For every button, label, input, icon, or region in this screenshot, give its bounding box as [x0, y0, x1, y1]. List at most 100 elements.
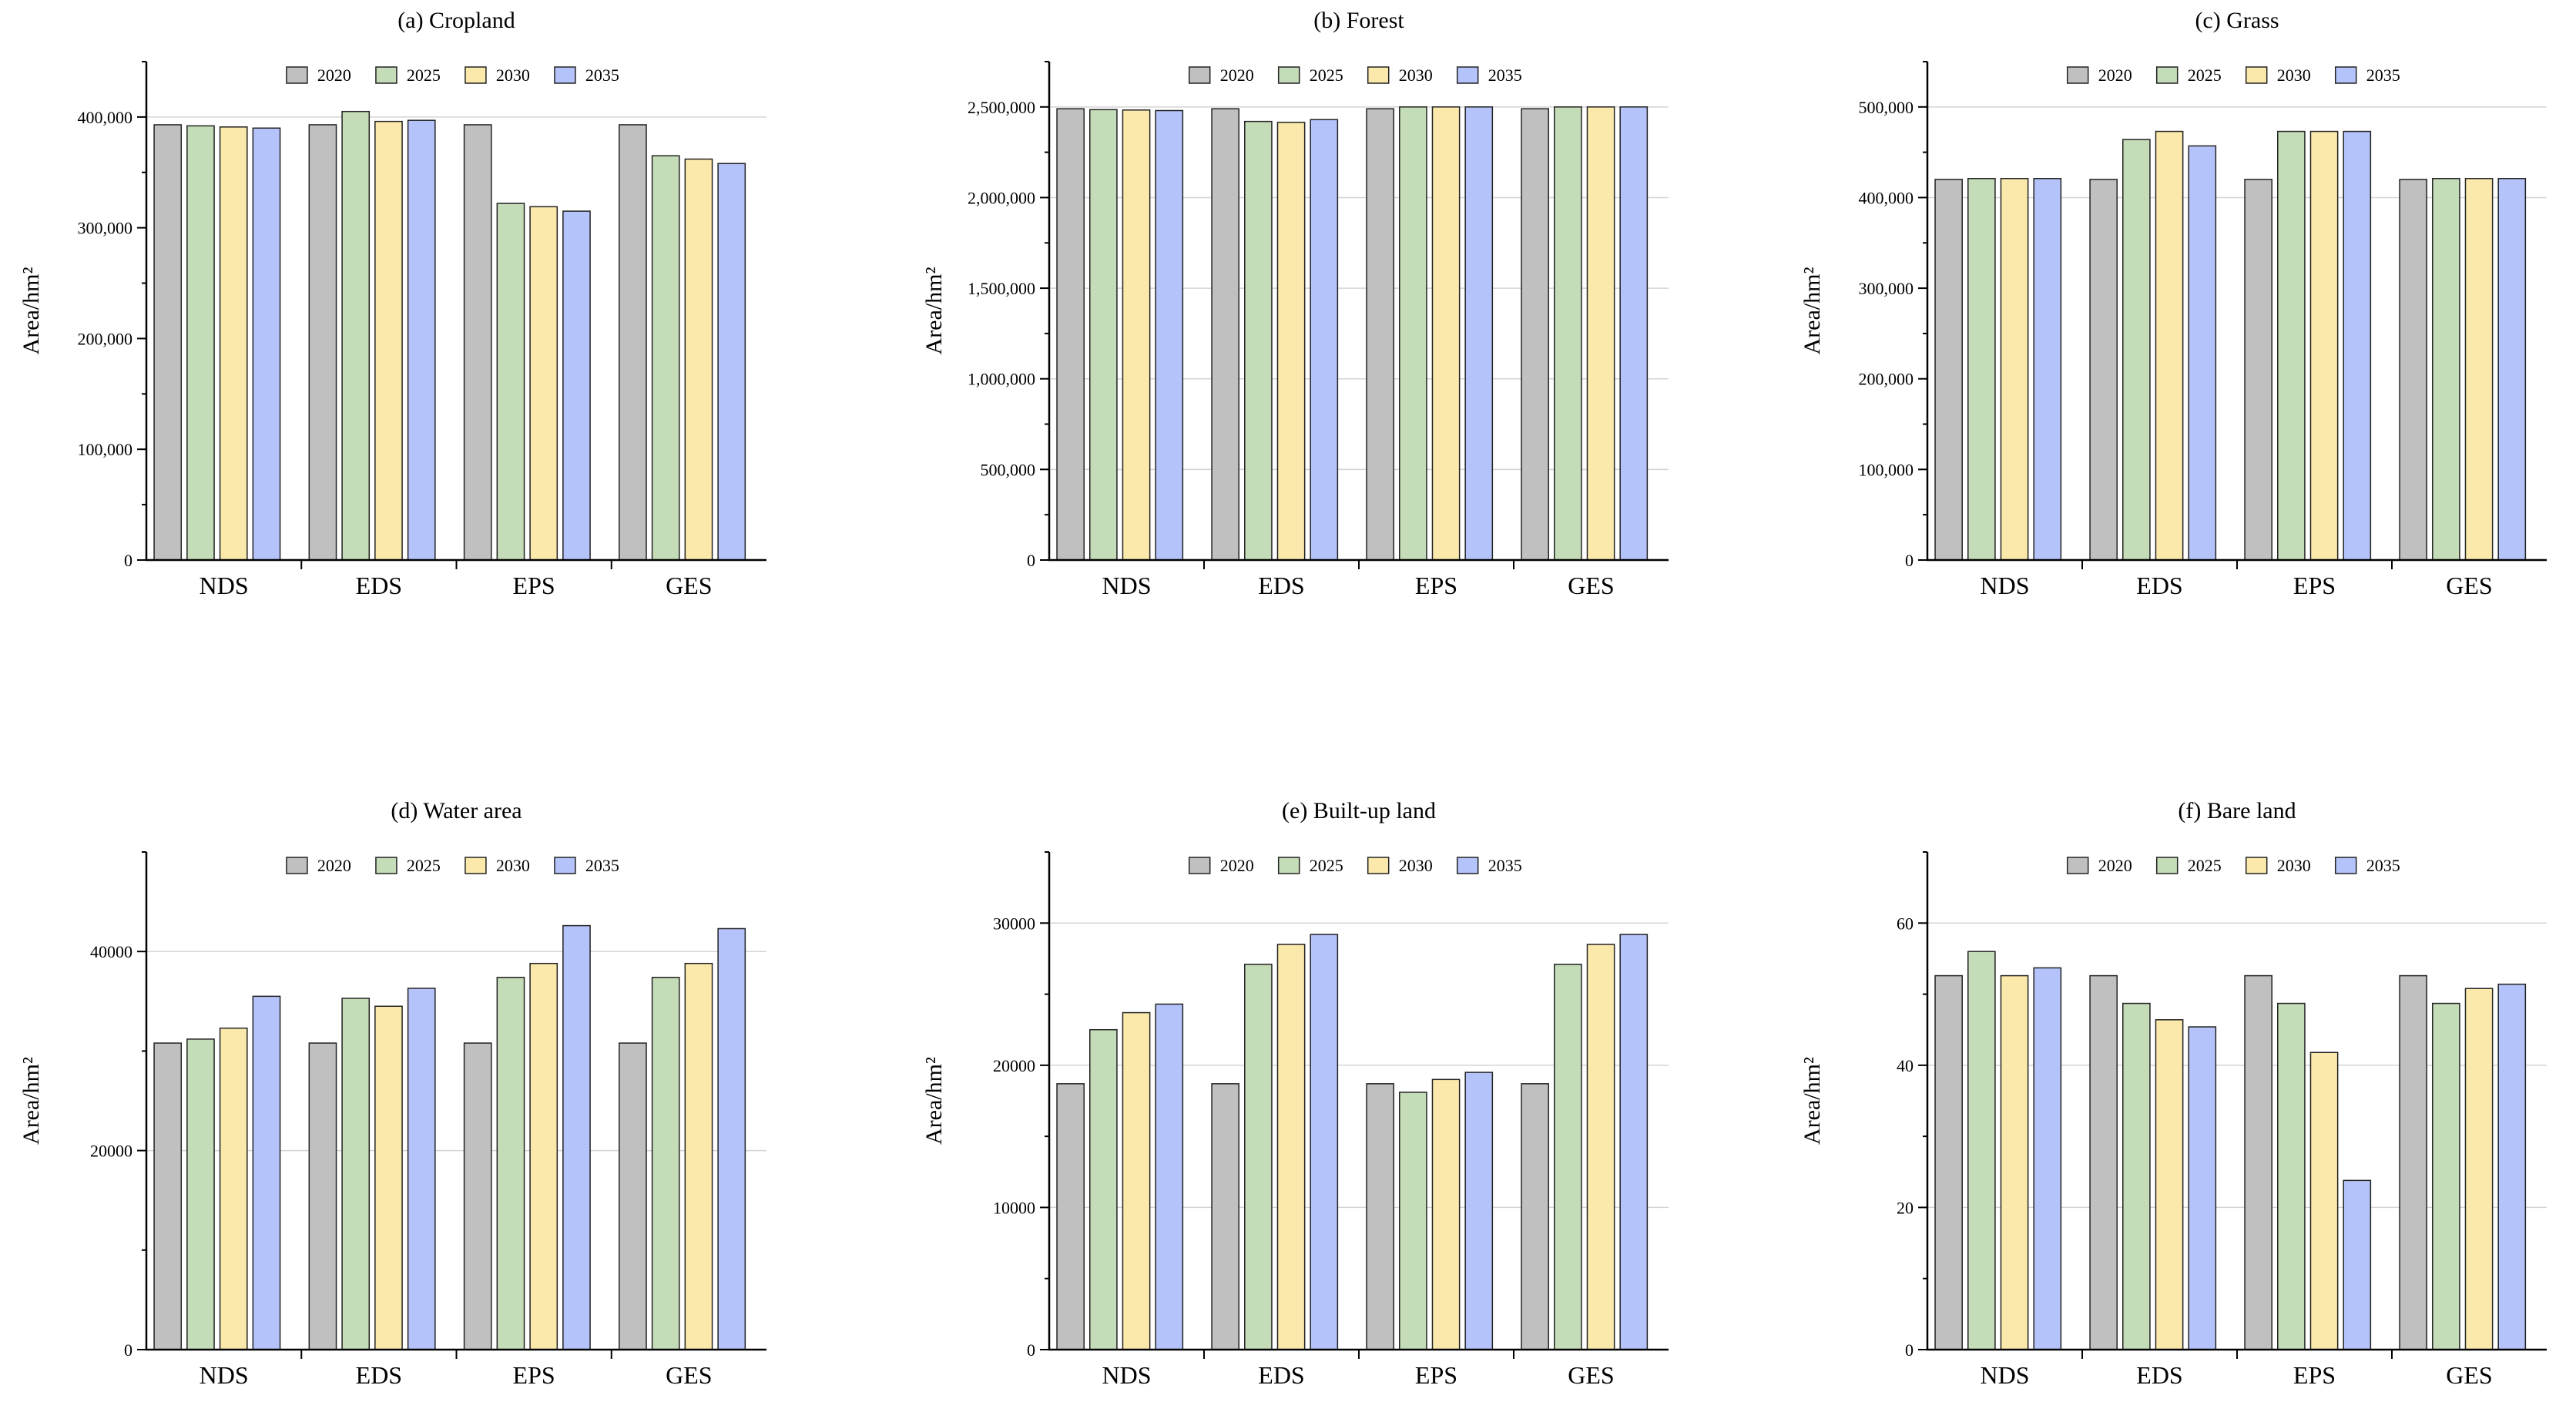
bar-eds-2035 [2188, 1026, 2217, 1350]
bar-nds-2035 [252, 127, 281, 561]
x-category-label: GES [666, 1361, 712, 1389]
chart-panel: (a) Cropland Area/hm² 0 100,000 200,000 300,0… [18, 8, 766, 599]
legend-swatch-2020 [1188, 857, 1211, 874]
chart-panel: (e) Built-up land Area/hm² 0 10000 20000 3000… [921, 798, 1669, 1389]
legend-label: 2020 [317, 856, 351, 875]
legend-swatch-2025 [2155, 857, 2179, 874]
legend-swatch-2035 [554, 66, 576, 84]
bar-ges-2035 [2497, 178, 2527, 561]
bar-eps-2035 [2343, 1179, 2372, 1350]
x-category-label: EDS [1258, 1361, 1304, 1389]
y-tick-label: 0 [1027, 551, 1035, 570]
bar-ges-2020 [619, 124, 647, 561]
bar-ges-2035 [717, 927, 746, 1350]
x-category-label: EDS [356, 572, 402, 599]
bar-eds-2025 [341, 110, 371, 561]
bar-ges-2025 [1554, 106, 1582, 561]
bar-nds-2025 [186, 1038, 215, 1350]
legend-label: 2025 [407, 856, 441, 875]
y-axis-label: Area/hm² [18, 1057, 44, 1145]
y-tick-label: 400,000 [1859, 188, 1914, 207]
bar-eds-2030 [1276, 122, 1306, 561]
bar-ges-2020 [1521, 108, 1549, 561]
bar-nds-2030 [219, 1027, 248, 1350]
bar-eds-2020 [2089, 974, 2118, 1350]
bar-eds-2025 [2122, 1002, 2151, 1350]
bar-nds-2030 [219, 126, 248, 561]
legend-label: 2030 [2277, 65, 2311, 85]
legend-swatch-2035 [2334, 857, 2357, 874]
bar-ges-2030 [2464, 178, 2494, 561]
bar-nds-2020 [153, 1042, 183, 1350]
legend-label: 2030 [496, 856, 530, 875]
bar-ges-2030 [684, 962, 713, 1350]
bar-nds-2035 [2033, 967, 2062, 1350]
y-tick-label: 300,000 [1859, 279, 1914, 298]
legend-label: 2025 [1310, 65, 1343, 85]
chart-title: (d) Water area [391, 798, 522, 823]
legend-label: 2035 [585, 65, 619, 85]
y-tick-label: 1,500,000 [968, 279, 1035, 298]
y-tick-label: 2,000,000 [968, 188, 1035, 207]
y-axis-label: Area/hm² [921, 1057, 947, 1145]
bar-ges-2030 [2464, 988, 2494, 1350]
chart-title: (c) Grass [2195, 8, 2279, 33]
bar-nds-2025 [1967, 951, 1996, 1350]
chart-title: (a) Cropland [397, 8, 515, 33]
legend-swatch-2025 [375, 857, 397, 874]
legend-swatch-2035 [2334, 66, 2357, 84]
x-category-label: EDS [2136, 572, 2182, 599]
bar-ges-2035 [717, 163, 746, 561]
bar-eds-2020 [308, 1042, 337, 1350]
bar-ges-2030 [1586, 106, 1615, 561]
bar-eps-2035 [562, 924, 591, 1350]
y-tick-label: 10000 [993, 1198, 1035, 1217]
bar-ges-2035 [1619, 934, 1649, 1350]
y-tick-label: 40 [1897, 1056, 1914, 1075]
legend-label: 2020 [1220, 856, 1254, 875]
bar-nds-2020 [153, 124, 183, 561]
bar-nds-2025 [1089, 109, 1118, 561]
bar-eds-2035 [1310, 934, 1339, 1350]
bar-eds-2025 [341, 998, 371, 1350]
bar-nds-2025 [1089, 1028, 1118, 1350]
legend-label: 2025 [2188, 856, 2222, 875]
legend-swatch-2025 [2155, 66, 2179, 84]
x-category-label: EDS [356, 1361, 402, 1389]
bar-eds-2030 [1276, 944, 1306, 1350]
bar-ges-2030 [684, 158, 713, 561]
chart-title: (f) Bare land [2178, 798, 2296, 823]
x-category-label: NDS [1980, 572, 2029, 599]
y-tick-label: 100,000 [78, 440, 133, 459]
bar-eps-2020 [1366, 108, 1394, 561]
bar-eds-2030 [2155, 1019, 2184, 1350]
x-category-label: NDS [1102, 572, 1151, 599]
legend-label: 2035 [1488, 856, 1522, 875]
x-category-label: GES [2446, 1361, 2492, 1389]
bar-eps-2020 [1366, 1083, 1394, 1350]
bar-eps-2030 [2309, 1052, 2339, 1350]
bar-eps-2025 [2277, 1002, 2306, 1350]
legend-swatch-2030 [2245, 66, 2268, 84]
x-category-label: EPS [1415, 572, 1457, 599]
bar-ges-2035 [1619, 106, 1649, 561]
y-tick-label: 20000 [993, 1056, 1035, 1075]
bar-eds-2030 [2155, 130, 2184, 561]
bar-nds-2025 [1967, 178, 1996, 561]
chart-title: (b) Forest [1313, 8, 1404, 33]
bar-ges-2020 [2399, 974, 2427, 1350]
chart-title: (e) Built-up land [1282, 798, 1436, 823]
legend-swatch-2030 [1367, 66, 1390, 84]
bar-nds-2035 [2033, 178, 2062, 561]
legend-swatch-2030 [1367, 857, 1390, 874]
legend-label: 2035 [2366, 856, 2400, 875]
chart-panel: (b) Forest Area/hm² 0 500,000 1,000,000 1,500… [921, 8, 1669, 599]
bar-ges-2025 [651, 977, 680, 1350]
bar-eds-2020 [1211, 108, 1239, 561]
legend-swatch-2025 [1277, 66, 1300, 84]
legend-swatch-2020 [1188, 66, 1211, 84]
bar-eps-2025 [1399, 106, 1427, 561]
y-tick-label: 300,000 [78, 219, 133, 238]
legend-label: 2030 [1399, 65, 1433, 85]
